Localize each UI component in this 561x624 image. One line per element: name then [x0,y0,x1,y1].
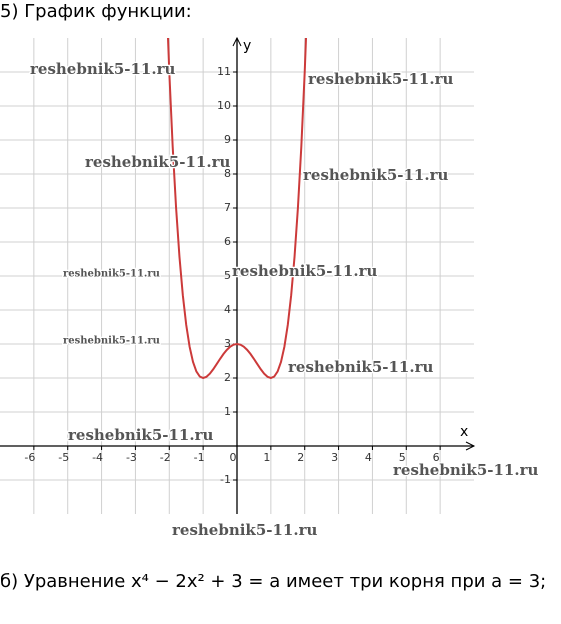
watermark: reshebnik5-11.ru [308,70,453,88]
y-tick-label: 4 [224,303,231,316]
x-tick-label: -6 [24,451,35,464]
caption: б) Уравнение x⁴ − 2x² + 3 = a имеет три … [0,571,546,592]
y-tick-label: 5 [224,269,231,282]
watermark: reshebnik5-11.ru [232,262,377,280]
x-tick-label: 6 [433,451,440,464]
y-arrow [232,36,242,47]
y-tick-label: 8 [224,167,231,180]
function-curve [166,38,308,380]
x-tick-label: 2 [297,451,304,464]
watermark: reshebnik5-11.ru [172,521,317,539]
chart-title: 5) График функции: [0,1,192,22]
watermark: reshebnik5-11.ru [68,426,213,444]
x-tick-label: 3 [331,451,338,464]
x-axis-label: x [460,424,468,440]
y-tick-label: 10 [217,99,231,112]
x-tick-label: 4 [365,451,372,464]
x-tick-label: 0 [230,451,237,464]
y-tick-label: 3 [224,337,231,350]
y-tick-label: 9 [224,133,231,146]
y-tick-label: 1 [224,405,231,418]
y-tick-label: 2 [224,371,231,384]
x-tick-label: -4 [92,451,103,464]
x-tick-label: -5 [58,451,69,464]
x-tick-label: -1 [194,451,205,464]
watermark: reshebnik5-11.ru [85,153,230,171]
x-arrow [465,441,476,451]
x-tick-label: 1 [263,451,270,464]
y-tick-label: 6 [224,235,231,248]
x-tick-label: -3 [126,451,137,464]
watermark: reshebnik5-11.ru [303,166,448,184]
watermark: reshebnik5-11.ru [63,269,160,280]
watermark: reshebnik5-11.ru [288,358,433,376]
y-tick-label: -1 [220,473,231,486]
x-tick-label: -2 [160,451,171,464]
x-tick-label: 5 [399,451,406,464]
y-tick-label: 7 [224,201,231,214]
watermark: reshebnik5-11.ru [63,336,160,347]
y-tick-label: 11 [217,65,231,78]
watermark: reshebnik5-11.ru [30,60,175,78]
watermark: reshebnik5-11.ru [393,461,538,479]
y-axis-label: y [243,38,251,54]
